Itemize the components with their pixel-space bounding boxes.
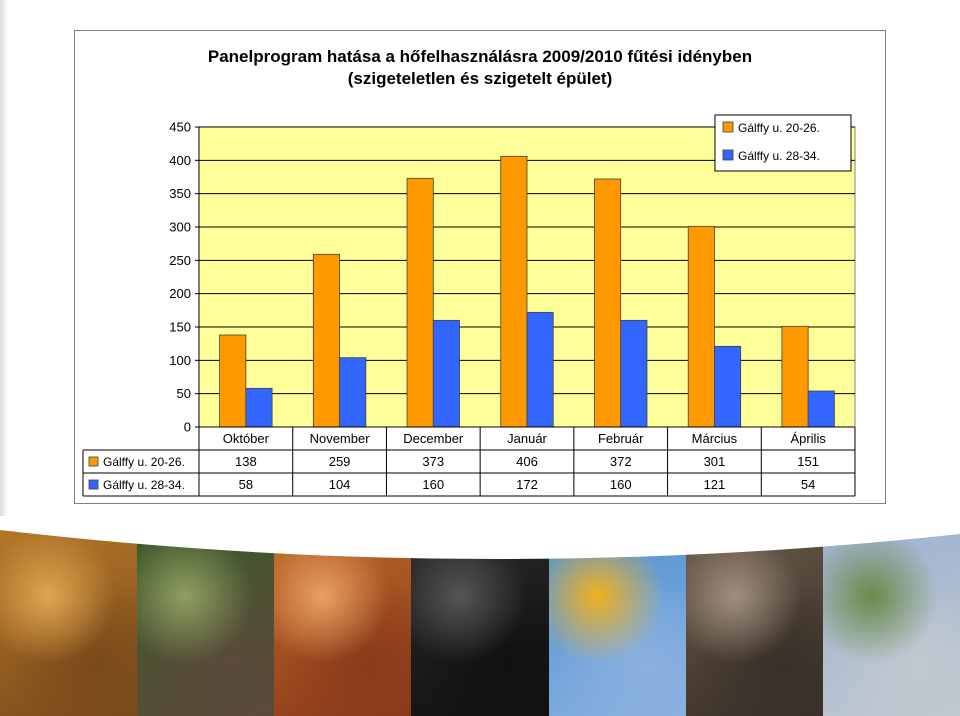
data-label: 138	[235, 454, 257, 469]
y-tick-label: 350	[169, 186, 191, 201]
photo-strip-curve	[0, 516, 960, 560]
castle-photo	[0, 516, 139, 716]
y-tick-label: 400	[169, 153, 191, 168]
curve-shape	[0, 516, 960, 560]
table-series-label: Gálffy u. 20-26.	[103, 455, 185, 469]
legend-box	[714, 114, 852, 172]
y-tick-label: 300	[169, 220, 191, 235]
x-tick-label: Március	[692, 431, 738, 446]
y-tick-label: 100	[169, 353, 191, 368]
data-label: 104	[329, 477, 351, 492]
y-tick-label: 200	[169, 286, 191, 301]
table-legend-key	[88, 479, 99, 490]
chart-subtitle: (szigeteletlen és szigetelt épület)	[347, 69, 613, 88]
data-label: 151	[797, 454, 819, 469]
y-tick-label: 150	[169, 320, 191, 335]
table-series-label: Gálffy u. 28-34.	[103, 478, 185, 492]
data-label: 172	[516, 477, 538, 492]
bar	[500, 155, 528, 428]
data-label: 259	[329, 454, 351, 469]
city-photo	[822, 516, 960, 716]
data-label: 54	[801, 477, 815, 492]
y-tick-label: 50	[177, 386, 191, 401]
bar	[219, 334, 247, 428]
y-tick-label: 0	[184, 420, 191, 435]
legend-label: Gálffy u. 20-26.	[738, 121, 820, 135]
legend-swatch	[722, 149, 734, 161]
bar	[781, 325, 809, 428]
bar-chart: 0 50 100 150 200 250 300 350 400 450 Gálffy u. 20-…	[82, 114, 856, 497]
data-label: 372	[610, 454, 632, 469]
bar	[339, 357, 367, 428]
legend-label: Gálffy u. 28-34.	[738, 149, 820, 163]
y-tick-label: 450	[169, 120, 191, 135]
x-tick-label: Április	[790, 431, 826, 446]
chart-title: Panelprogram hatása a hőfelhasználásra 2…	[207, 47, 753, 66]
bar	[594, 178, 622, 428]
data-label: 373	[422, 454, 444, 469]
x-tick-label: November	[310, 431, 371, 446]
bar	[245, 387, 273, 428]
data-label: 121	[704, 477, 726, 492]
bar	[687, 225, 715, 428]
x-tick-label: Január	[507, 431, 547, 446]
slide-edge-decoration	[0, 0, 8, 716]
chart-title-block: Panelprogram hatása a hőfelhasználásra 2…	[75, 46, 885, 90]
legend-swatch	[722, 121, 734, 133]
x-tick-label: December	[403, 431, 464, 446]
bar	[312, 253, 340, 428]
photo-strip	[0, 516, 960, 716]
table-legend-key	[88, 456, 99, 467]
chart-frame: Panelprogram hatása a hőfelhasználásra 2…	[74, 30, 886, 504]
data-label: 160	[422, 477, 444, 492]
bar	[714, 345, 742, 428]
data-label: 58	[239, 477, 253, 492]
data-label: 160	[610, 477, 632, 492]
data-label: 406	[516, 454, 538, 469]
x-tick-label: Október	[223, 431, 270, 446]
bar	[807, 390, 835, 428]
bar	[526, 311, 554, 428]
x-tick-label: Február	[598, 431, 644, 446]
data-label: 301	[704, 454, 726, 469]
bar	[432, 319, 460, 428]
bar	[620, 319, 648, 428]
y-tick-label: 250	[169, 253, 191, 268]
bar	[406, 177, 434, 428]
